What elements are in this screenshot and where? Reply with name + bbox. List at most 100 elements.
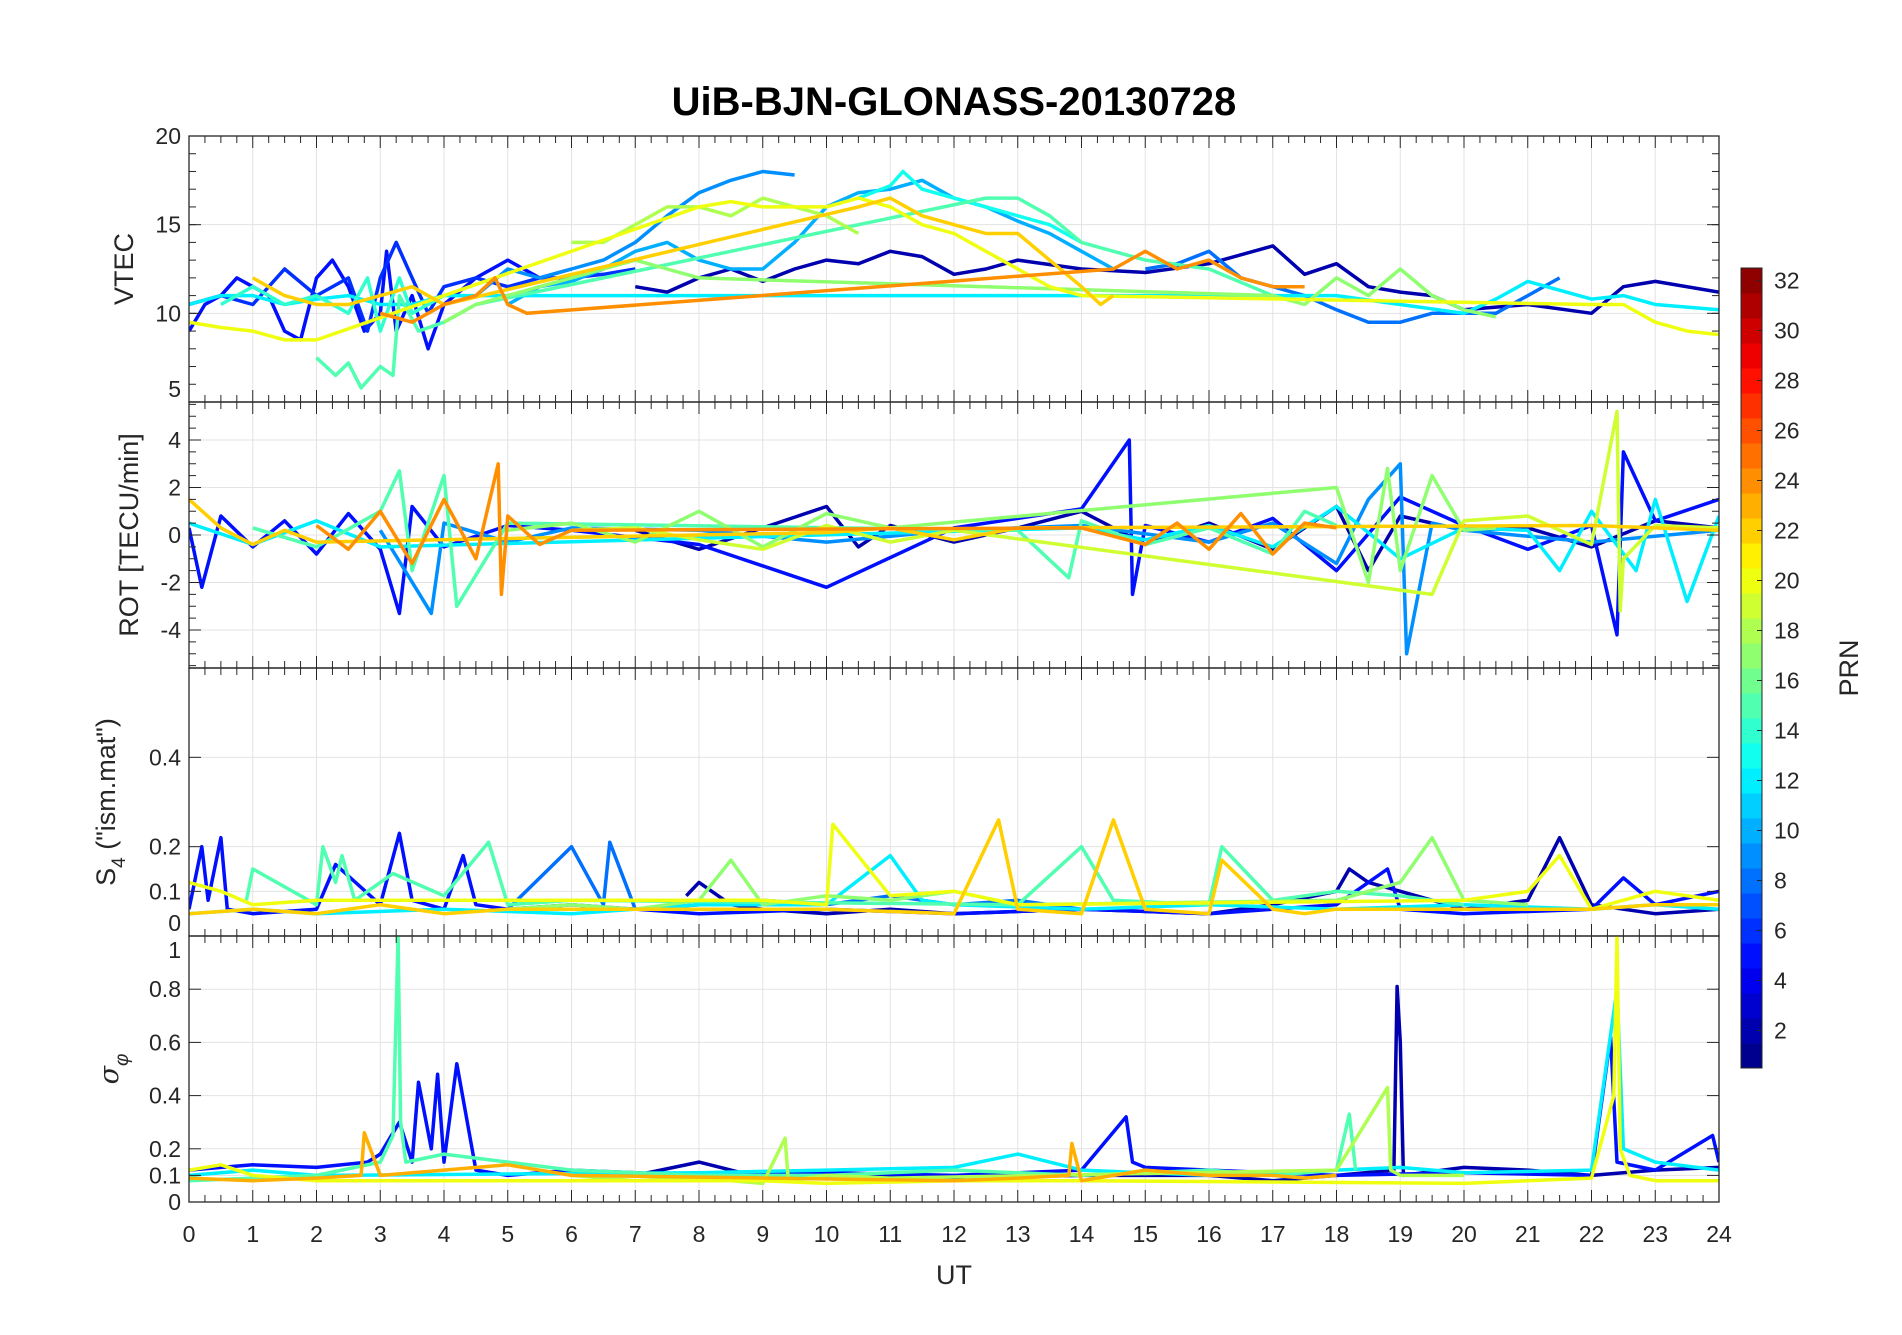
colorbar-tick-label: 26 (1774, 418, 1800, 444)
colorbar-bin (1741, 618, 1762, 644)
colorbar-bin (1741, 843, 1762, 869)
series-line-prn-24 (379, 249, 1305, 324)
colorbar-bin (1741, 743, 1762, 769)
series-line-prn-12 (189, 853, 1719, 916)
colorbar-tick-label: 8 (1774, 868, 1787, 894)
colorbar-tick-label: 14 (1774, 718, 1800, 744)
colorbar-bin (1741, 543, 1762, 569)
series-group (189, 409, 1719, 656)
y-tick-label: 0.2 (149, 834, 181, 860)
x-tick-label: 18 (1324, 1221, 1350, 1247)
colorbar-bin (1741, 818, 1762, 844)
panel-vtec: 5 10 15 20 VTEC (109, 123, 1720, 403)
colorbar-tick-label: 30 (1774, 318, 1800, 344)
series-line-prn-15 (252, 469, 1338, 609)
y-tick-label: 0 (168, 910, 181, 936)
colorbar-label: PRN (1834, 639, 1864, 696)
x-tick-label: 3 (374, 1221, 387, 1247)
y-tick-label: 20 (155, 123, 181, 149)
colorbar-bin (1741, 568, 1762, 594)
series-group (189, 936, 1719, 1186)
y-tick-label: 0.2 (149, 1136, 181, 1162)
y-tick-label: 0.1 (149, 1162, 181, 1188)
x-tick-label: 5 (501, 1221, 514, 1247)
panel-rot: -4 -2 0 2 4 ROT [TECU/min] (114, 401, 1720, 669)
colorbar-bin (1741, 993, 1762, 1019)
y-axis-label: VTEC (109, 233, 139, 305)
colorbar-bin (1741, 268, 1762, 294)
x-tick-label: 1 (246, 1221, 259, 1247)
colorbar-box (1740, 267, 1763, 1069)
colorbar-bin (1741, 418, 1762, 444)
colorbar-bin (1741, 943, 1762, 969)
series-line-prn-22 (189, 818, 1719, 916)
x-tick-label: 23 (1642, 1221, 1668, 1247)
series-line-prn-17 (507, 835, 1528, 911)
colorbar-tick-label: 32 (1774, 268, 1800, 294)
series-line-prn-14 (220, 276, 445, 333)
series-line-prn-24 (315, 462, 1337, 597)
colorbar-tick-label: 24 (1774, 468, 1800, 494)
series-line-prn-2 (634, 984, 1719, 1183)
series-group (189, 818, 1719, 916)
colorbar-bin (1741, 593, 1762, 619)
y-axis-label: σφ (94, 1054, 133, 1085)
x-tick-label: 20 (1451, 1221, 1477, 1247)
x-tick-label: 10 (814, 1221, 840, 1247)
y-tick-label: 0.4 (149, 1083, 181, 1109)
x-tick-label: 16 (1196, 1221, 1222, 1247)
y-axis-label: S4 ("ism.mat") (91, 718, 130, 886)
colorbar-tick-label: 16 (1774, 668, 1800, 694)
y-tick-label: 10 (155, 300, 181, 326)
colorbar-bin (1741, 318, 1762, 344)
y-tick-label: 5 (168, 376, 181, 402)
panel-sigma_phi: 00.10.2 0.4 0.6 0.8 1 σφ (94, 935, 1720, 1215)
y-tick-label: 0 (168, 1189, 181, 1215)
colorbar-bin (1741, 768, 1762, 794)
x-tick-label: 17 (1260, 1221, 1286, 1247)
colorbar-bin (1741, 1043, 1762, 1069)
y-tick-label: 0.8 (149, 976, 181, 1002)
colorbar-bin (1741, 343, 1762, 369)
colorbar-tick-label: 10 (1774, 818, 1800, 844)
series-line-prn-23 (189, 1131, 1337, 1183)
x-tick-label: 9 (756, 1221, 769, 1247)
colorbar-bin (1741, 718, 1762, 744)
colorbar-bin (1741, 643, 1762, 669)
series-line-prn-20 (189, 196, 1719, 342)
colorbar-tick-label: 22 (1774, 518, 1800, 544)
x-axis-label: UT (936, 1260, 972, 1290)
colorbar-bin (1741, 693, 1762, 719)
series-line-prn-19 (571, 409, 1719, 613)
colorbar-bin (1741, 868, 1762, 894)
series-line-prn-20 (189, 822, 1719, 911)
x-tick-label: 19 (1387, 1221, 1413, 1247)
colorbar-tick-label: 6 (1774, 918, 1787, 944)
colorbar-bin (1741, 443, 1762, 469)
x-tick-label: 22 (1579, 1221, 1605, 1247)
colorbar-bin (1741, 793, 1762, 819)
x-tick-label: 21 (1515, 1221, 1541, 1247)
series-line-prn-13 (857, 169, 1083, 244)
y-tick-label: 4 (168, 427, 181, 453)
colorbar-bin (1741, 468, 1762, 494)
colorbar-tick-label: 4 (1774, 968, 1787, 994)
colorbar-bin (1741, 893, 1762, 919)
colorbar-tick-label: 28 (1774, 368, 1800, 394)
colorbar-bin (1741, 493, 1762, 519)
x-tick-label: 24 (1706, 1221, 1732, 1247)
x-tick-label: 8 (693, 1221, 706, 1247)
x-tick-label: 12 (941, 1221, 967, 1247)
series-group (189, 169, 1719, 390)
y-tick-label: 2 (168, 475, 181, 501)
x-tick-label: 14 (1069, 1221, 1095, 1247)
y-tick-label: -2 (161, 570, 181, 596)
colorbar-bin (1741, 668, 1762, 694)
x-tick-label: 15 (1132, 1221, 1158, 1247)
x-tick-label: 4 (438, 1221, 451, 1247)
y-tick-label: 0.4 (149, 744, 181, 770)
colorbar-bin (1741, 368, 1762, 394)
y-tick-label: 15 (155, 212, 181, 238)
